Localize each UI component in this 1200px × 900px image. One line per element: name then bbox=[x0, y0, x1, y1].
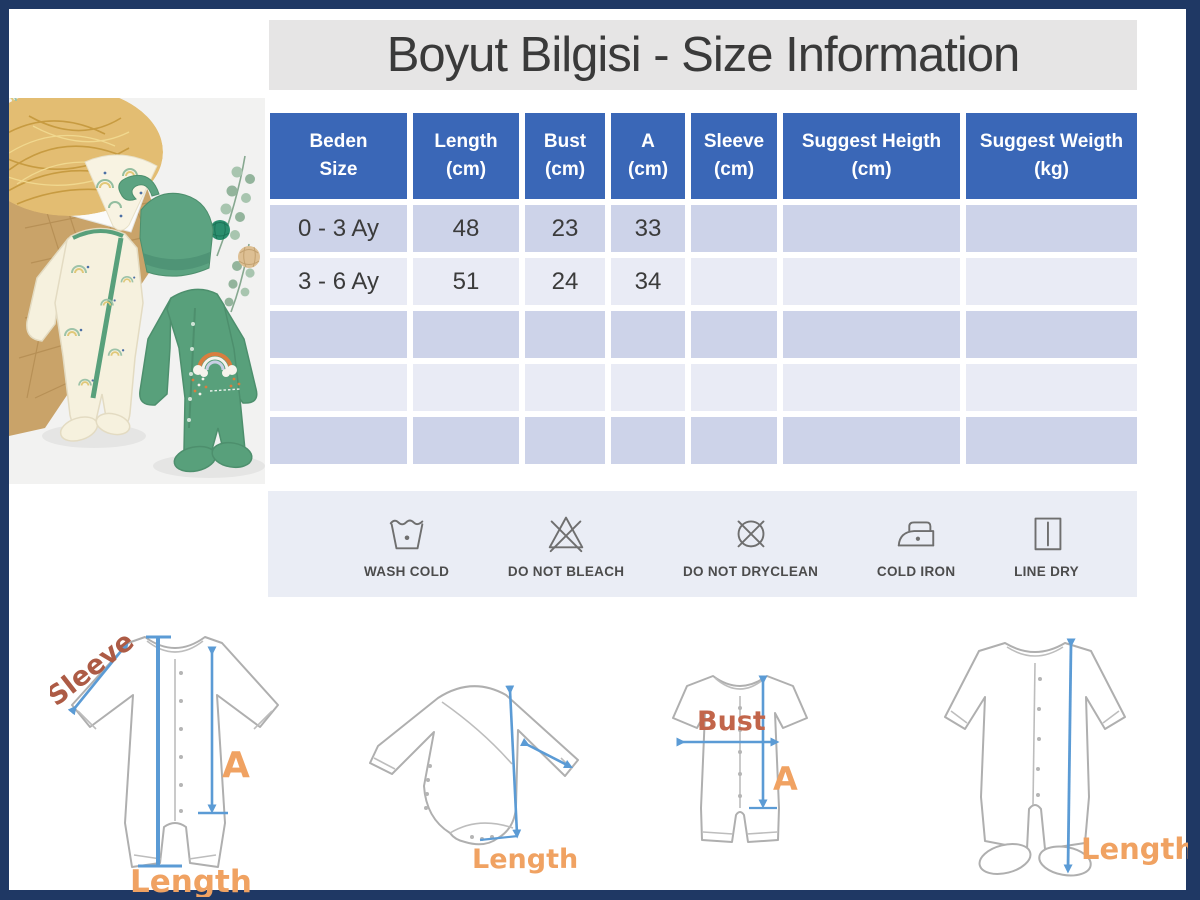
length-label: Length bbox=[130, 864, 252, 897]
table-cell bbox=[783, 311, 960, 358]
col-header-length: Length (cm) bbox=[413, 113, 519, 199]
table-cell: 0 - 3 Ay bbox=[270, 205, 407, 252]
table-cell bbox=[966, 311, 1137, 358]
table-cell bbox=[691, 205, 777, 252]
col-header-bust: Bust (cm) bbox=[525, 113, 605, 199]
table-cell bbox=[966, 205, 1137, 252]
baby-hat bbox=[118, 174, 214, 277]
table-cell: 34 bbox=[611, 258, 685, 305]
table-cell: 23 bbox=[525, 205, 605, 252]
table-cell bbox=[966, 258, 1137, 305]
a-label: A bbox=[222, 745, 250, 786]
table-cell bbox=[413, 311, 519, 358]
table-cell: 48 bbox=[413, 205, 519, 252]
length-label: Length bbox=[1081, 832, 1188, 866]
col-header-suggest-weight: Suggest Weigth (kg) bbox=[966, 113, 1137, 199]
table-cell bbox=[270, 417, 407, 464]
table-cell bbox=[611, 364, 685, 411]
rainbow-print bbox=[191, 352, 241, 396]
care-item-do-not-dryclean: DO NOT DRYCLEAN bbox=[683, 509, 818, 579]
product-photo-illustration bbox=[0, 88, 265, 484]
table-cell bbox=[691, 258, 777, 305]
table-cell bbox=[691, 311, 777, 358]
cold-iron-icon bbox=[897, 521, 935, 547]
col-header-suggest-height: Suggest Heigth (cm) bbox=[783, 113, 960, 199]
table-cell bbox=[691, 364, 777, 411]
beige-rattan-ball bbox=[238, 246, 260, 268]
green-sleepsuit bbox=[139, 288, 265, 478]
col-header-sleeve: Sleeve (cm) bbox=[691, 113, 777, 199]
table-cell bbox=[783, 417, 960, 464]
do-not-dryclean-icon bbox=[737, 520, 765, 548]
line-dry-icon bbox=[1034, 517, 1061, 551]
table-cell bbox=[783, 364, 960, 411]
table-cell bbox=[611, 311, 685, 358]
table-cell bbox=[966, 417, 1137, 464]
title-bar: Boyut Bilgisi - Size Information bbox=[269, 20, 1137, 90]
product-photo bbox=[0, 88, 265, 484]
table-cell: 24 bbox=[525, 258, 605, 305]
diagram-long-sleeve-romper: Sleeve A Length bbox=[50, 626, 279, 897]
diagram-short-sleeve-romper: Bust A bbox=[672, 675, 808, 843]
cream-sleepsuit bbox=[1, 93, 146, 448]
sheet-canvas: Boyut Bilgisi - Size Information bbox=[0, 9, 1188, 897]
measurement-diagrams: Sleeve A Length Length bbox=[9, 607, 1188, 897]
care-item-line-dry: LINE DRY bbox=[1014, 509, 1079, 579]
table-cell bbox=[270, 364, 407, 411]
table-cell bbox=[783, 205, 960, 252]
col-header-beden-size: Beden Size bbox=[270, 113, 407, 199]
diagram-bodysuit: Length bbox=[369, 685, 579, 875]
diagram-footed-sleepsuit: Length bbox=[944, 638, 1188, 877]
do-not-bleach-icon bbox=[548, 516, 584, 553]
table-cell bbox=[966, 364, 1137, 411]
a-label: A bbox=[773, 760, 798, 798]
length-label: Length bbox=[472, 844, 578, 875]
table-cell bbox=[611, 417, 685, 464]
bust-label: Bust bbox=[697, 706, 766, 737]
table-cell bbox=[691, 417, 777, 464]
table-cell bbox=[525, 364, 605, 411]
teal-rattan-ball bbox=[210, 220, 230, 240]
table-cell: 3 - 6 Ay bbox=[270, 258, 407, 305]
wash-cold-icon bbox=[389, 519, 423, 550]
table-cell bbox=[783, 258, 960, 305]
page-title: Boyut Bilgisi - Size Information bbox=[386, 28, 1020, 82]
care-item-wash-cold: WASH COLD bbox=[364, 509, 449, 579]
care-item-cold-iron: COLD IRON bbox=[877, 509, 955, 579]
table-cell bbox=[413, 417, 519, 464]
care-item-do-not-bleach: DO NOT BLEACH bbox=[508, 509, 624, 579]
size-table: Beden Size Length (cm) Bust (cm) A (cm) Slee… bbox=[270, 113, 1137, 464]
col-header-a: A (cm) bbox=[611, 113, 685, 199]
table-cell bbox=[525, 311, 605, 358]
table-cell bbox=[525, 417, 605, 464]
table-cell: 51 bbox=[413, 258, 519, 305]
table-cell bbox=[413, 364, 519, 411]
table-cell bbox=[270, 311, 407, 358]
table-cell: 33 bbox=[611, 205, 685, 252]
care-instructions: WASH COLD DO NOT BLEACH DO NOT DRYCLEAN bbox=[268, 491, 1137, 597]
